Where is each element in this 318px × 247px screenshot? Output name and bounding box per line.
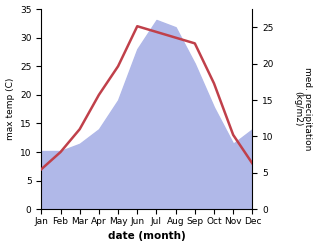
Y-axis label: med. precipitation
(kg/m2): med. precipitation (kg/m2) — [293, 67, 313, 151]
X-axis label: date (month): date (month) — [108, 231, 186, 242]
Y-axis label: max temp (C): max temp (C) — [5, 78, 15, 140]
